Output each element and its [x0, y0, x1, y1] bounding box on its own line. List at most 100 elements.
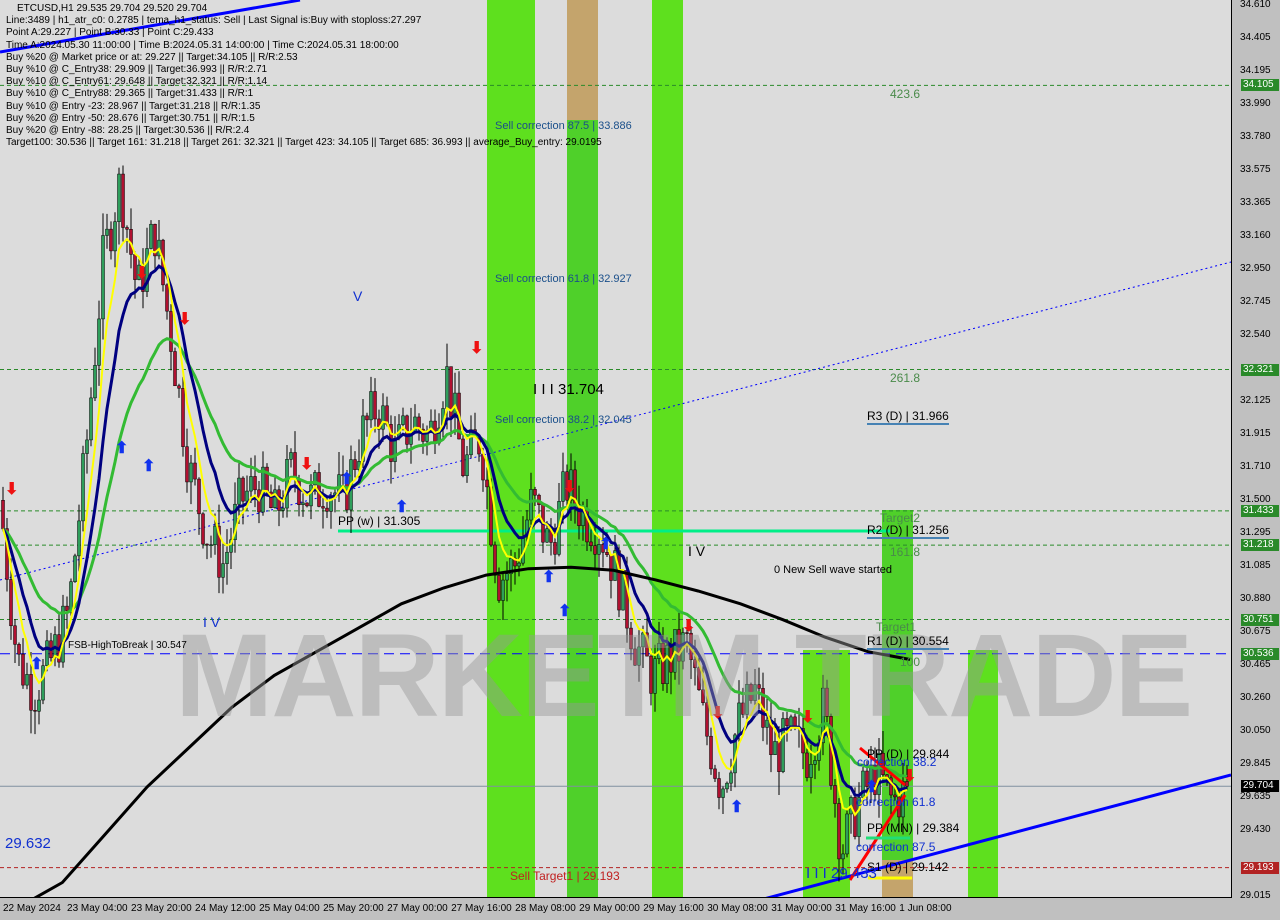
- price-tick-label: 34.195: [1240, 65, 1271, 77]
- buy-arrow-icon: ⬆: [30, 656, 43, 673]
- candle: [745, 683, 749, 715]
- candle: [641, 632, 645, 648]
- sell-arrow-icon: ⬇: [563, 479, 576, 496]
- candle: [825, 687, 829, 717]
- ma-slow-line: [2, 337, 908, 778]
- candle: [253, 476, 257, 491]
- candle: [853, 797, 857, 837]
- candle: [637, 646, 641, 666]
- target2-label: Target2: [880, 511, 921, 525]
- candle: [193, 462, 197, 480]
- candle: [61, 605, 65, 663]
- candle: [321, 506, 325, 509]
- candle: [269, 491, 273, 509]
- buy-arrow-icon: ⬆: [115, 440, 128, 457]
- candle: [97, 318, 101, 366]
- candle: [509, 557, 513, 574]
- chart-plot-area[interactable]: MARKETM TRADE ⬇ ⬇ ⬇ ⬇ ⬇ ⬇ ⬇ ⬇ ⬇ ⬇ ⬆ ⬆ ⬆ ⬆ ⬆ ⬆ ⬆ ⬆ ⬆ ⬆ ETCUS…: [0, 0, 1232, 898]
- candle: [701, 689, 705, 703]
- price-chart[interactable]: ⬇⬇⬇⬇⬇⬇⬇⬇ ⬇⬇⬆⬆⬆⬆⬆⬆⬆⬆⬆⬆: [0, 0, 1231, 897]
- price-tick-label: 29.635: [1240, 791, 1271, 803]
- candle: [765, 719, 769, 728]
- price-tick-label: 33.575: [1240, 163, 1271, 175]
- candle: [13, 625, 17, 645]
- candle: [221, 563, 225, 578]
- candle: [445, 366, 449, 409]
- sell-correction-382-label: Sell correction 38.2 | 32.045: [495, 414, 632, 426]
- candle: [705, 702, 709, 737]
- candle: [69, 581, 73, 611]
- candle: [617, 550, 621, 611]
- price-tick-label: 30.880: [1240, 593, 1271, 604]
- candle: [373, 391, 377, 420]
- price-tag: 34.105: [1241, 79, 1279, 92]
- candle: [393, 437, 397, 462]
- candle: [713, 768, 717, 779]
- ma-long-line: [33, 565, 911, 897]
- candle: [365, 415, 369, 421]
- candle: [25, 674, 29, 686]
- candle: [529, 489, 533, 521]
- low-price-label: 29.632: [5, 835, 51, 852]
- trend-line-upper: [0, 0, 301, 54]
- candle: [553, 542, 557, 555]
- candle: [149, 223, 153, 249]
- candle: [245, 490, 249, 502]
- candle: [865, 770, 869, 787]
- time-tick-label: 25 May 20:00: [323, 903, 384, 914]
- candle: [545, 528, 549, 543]
- candle: [225, 551, 229, 564]
- candle: [661, 643, 665, 684]
- candle: [613, 550, 617, 581]
- price-tag: 29.704: [1241, 780, 1279, 793]
- signal-zone: [652, 0, 683, 897]
- candle: [101, 235, 105, 320]
- candle: [589, 541, 593, 546]
- candle: [229, 539, 233, 553]
- candle: [369, 391, 373, 421]
- candle: [41, 665, 45, 701]
- candle: [381, 405, 385, 430]
- candle: [177, 385, 181, 389]
- candle: [145, 248, 149, 292]
- time-tick-label: 24 May 12:00: [195, 903, 256, 914]
- candle: [9, 579, 13, 627]
- fsb-high-to-break-label: FSB-HighToBreak | 30.547: [68, 640, 187, 651]
- candle: [773, 741, 777, 755]
- candle: [77, 520, 81, 557]
- candle: [601, 544, 605, 553]
- wave-iii-label: I I I 31.704: [533, 381, 604, 398]
- watermark-logo: MARKETM TRADE: [175, 610, 1193, 742]
- signal-zone: [968, 650, 998, 897]
- candle: [289, 452, 293, 460]
- price-tick-label: 31.295: [1240, 526, 1271, 538]
- time-tick-label: 31 May 00:00: [771, 903, 832, 914]
- time-tick-label: 31 May 16:00: [835, 903, 896, 914]
- candle: [205, 543, 209, 546]
- symbol-line: ETCUSD,H1 29.535 29.704 29.520 29.704: [17, 3, 208, 14]
- candle: [29, 674, 33, 711]
- candle: [137, 264, 141, 280]
- candle: [301, 502, 305, 505]
- price-tag: 32.321: [1241, 363, 1279, 376]
- candle: [165, 284, 169, 312]
- buy-arrow-icon: ⬆: [599, 536, 612, 553]
- fib-1618-label: 161.8: [890, 545, 921, 559]
- candle: [17, 644, 21, 655]
- candle: [781, 718, 785, 772]
- candle: [169, 310, 173, 352]
- candle: [153, 223, 157, 257]
- candle: [809, 764, 813, 778]
- sell-arrow-icon: ⬇: [5, 481, 18, 498]
- time-tick-label: 1 Jun 08:00: [899, 903, 952, 914]
- ma-fast-line: [2, 237, 908, 817]
- price-tick-label: 32.125: [1240, 394, 1271, 406]
- candle: [217, 525, 221, 578]
- sell-correction-618-label: Sell correction 61.8 | 32.927: [495, 273, 632, 285]
- candle: [813, 760, 817, 765]
- time-tick-label: 27 May 16:00: [451, 903, 512, 914]
- candle: [181, 388, 185, 447]
- candle: [185, 446, 189, 483]
- trend-dotted-line: [0, 261, 1231, 581]
- sell-arrow-icon: ⬇: [682, 618, 695, 635]
